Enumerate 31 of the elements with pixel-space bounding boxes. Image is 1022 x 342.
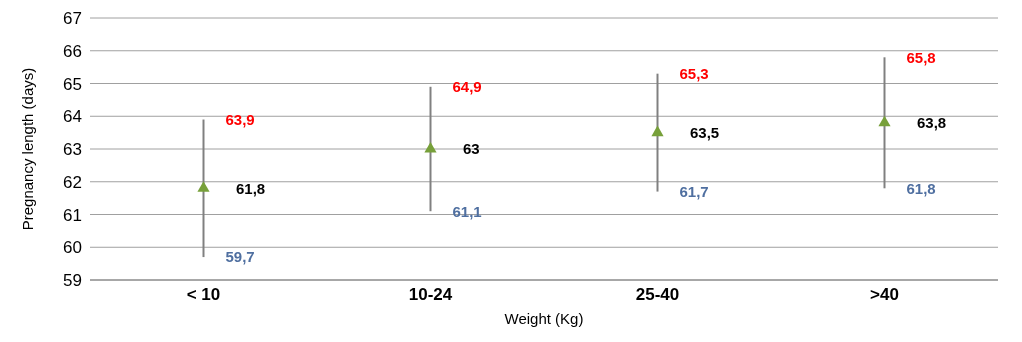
point (651, 125, 664, 137)
data-label: 61,8 (236, 179, 266, 197)
y-tick-label: 66 (63, 41, 82, 61)
x-axis-title: Weight (Kg) (504, 310, 584, 327)
y-tick-label: 61 (63, 205, 82, 225)
data-label: 63,5 (690, 123, 720, 141)
annotation: 61,1 (452, 202, 482, 220)
point (424, 141, 437, 153)
point (197, 181, 210, 192)
data-label: 63 (463, 140, 480, 158)
y-tick-label: 59 (63, 271, 82, 291)
y-tick-label: 62 (63, 172, 82, 192)
annotation: 65,8 (906, 48, 936, 66)
x-tick-label: >40 (870, 285, 899, 305)
annotation: 61,7 (679, 182, 709, 200)
y-tick-label: 60 (63, 238, 82, 258)
x-tick-label: 10-24 (408, 285, 453, 305)
annotation: 59,7 (225, 248, 255, 266)
annotation: 65,3 (679, 65, 709, 82)
y-tick-label: 67 (63, 9, 82, 29)
annotation: 63,9 (225, 110, 255, 128)
y-axis-title: Pregnancy length (days) (19, 67, 37, 231)
x-tick-label: < 10 (186, 285, 221, 305)
y-tick-label: 65 (63, 74, 82, 94)
x-tick-label: 25-40 (635, 285, 680, 305)
annotation: 64,9 (452, 78, 482, 96)
y-tick-label: 64 (63, 107, 82, 127)
data-label: 63,8 (917, 114, 947, 132)
y-tick-label: 63 (63, 140, 82, 160)
annotation: 61,8 (906, 179, 936, 197)
point (878, 115, 891, 127)
